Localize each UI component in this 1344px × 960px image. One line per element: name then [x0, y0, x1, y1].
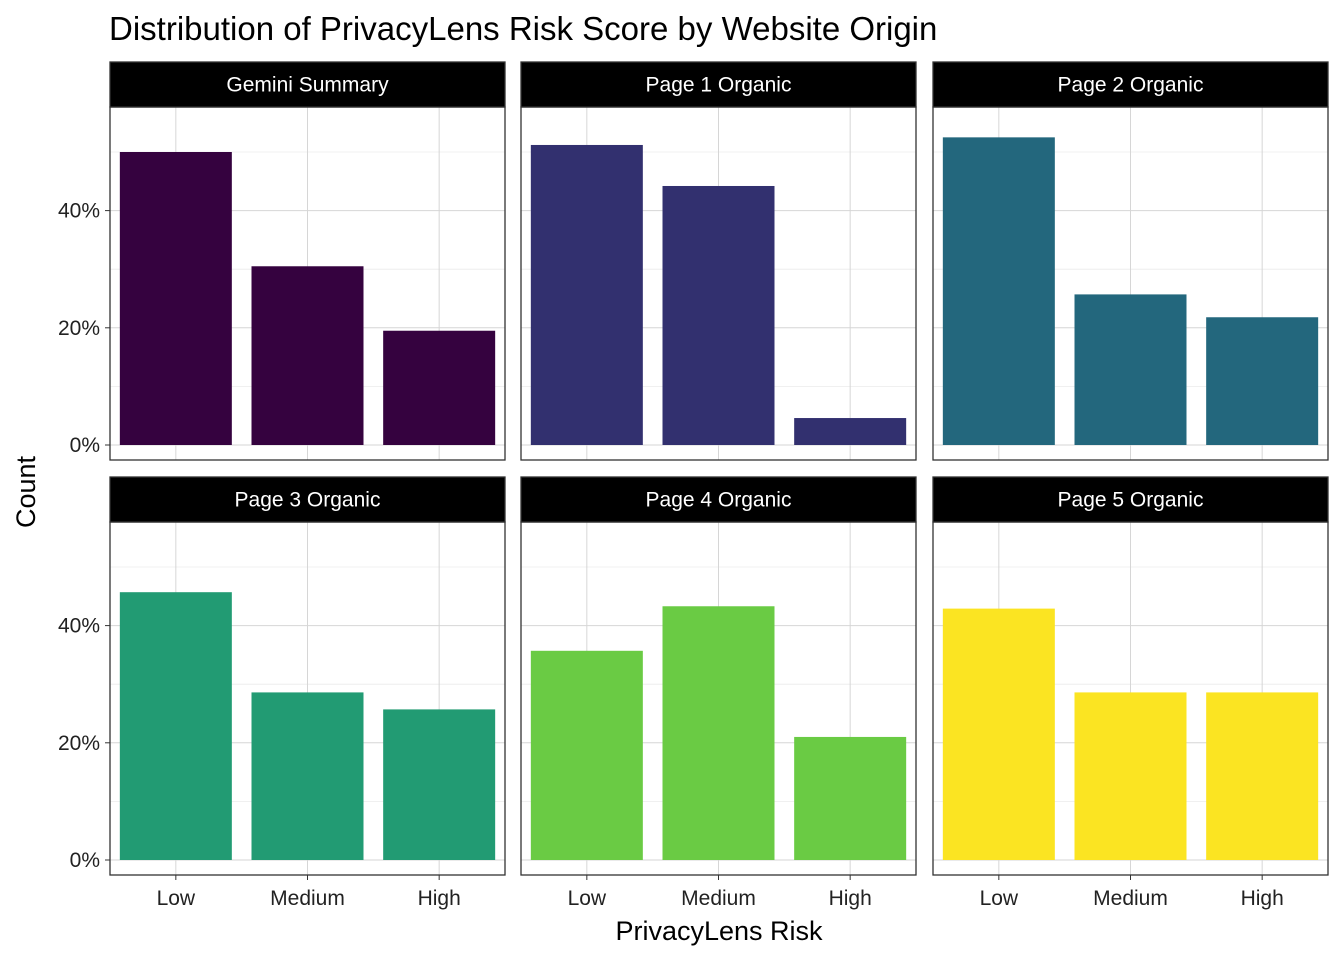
facet-page-3-organic: Page 3 Organic 0% 20% 40% Low Medium High	[58, 476, 506, 910]
bar-gemini-summary-medium	[251, 266, 364, 445]
x-tick-label: High	[1241, 887, 1284, 910]
bar-page-5-organic-high	[1206, 692, 1319, 860]
facet-strip	[932, 61, 1329, 108]
bar-page-1-organic-high	[794, 418, 907, 445]
facet-strip-label: Page 2 Organic	[1058, 74, 1204, 97]
bar-page-2-organic-low	[942, 137, 1055, 445]
bar-page-2-organic-medium	[1074, 294, 1187, 445]
x-axis-title: PrivacyLens Risk	[615, 916, 823, 946]
facet-strip-label: Page 4 Organic	[646, 489, 792, 512]
bar-page-5-organic-medium	[1074, 692, 1187, 860]
bar-page-3-organic-high	[383, 709, 496, 860]
x-tick-label: High	[829, 887, 872, 910]
bar-page-3-organic-medium	[251, 692, 364, 860]
facet-page-2-organic: Page 2 Organic	[932, 61, 1329, 461]
bar-page-4-organic-low	[530, 650, 643, 860]
y-tick-label: 0%	[70, 849, 100, 872]
x-tick-label: Medium	[1093, 887, 1168, 910]
y-tick-label: 20%	[58, 732, 100, 755]
y-axis-title: Count	[11, 455, 41, 528]
chart-title: Distribution of PrivacyLens Risk Score b…	[109, 10, 937, 47]
y-tick-label: 40%	[58, 615, 100, 638]
facet-strip-label: Page 1 Organic	[646, 74, 792, 97]
bar-page-1-organic-medium	[662, 185, 775, 445]
bar-page-3-organic-low	[119, 592, 232, 860]
facet-strip	[109, 61, 506, 108]
x-tick-label: Medium	[270, 887, 345, 910]
bar-page-1-organic-low	[530, 144, 643, 445]
facet-strip-label: Gemini Summary	[226, 74, 389, 97]
facet-panels: Gemini Summary 0% 20% 40% Page 1 Organic Page…	[58, 61, 1329, 910]
facet-page-1-organic: Page 1 Organic	[520, 61, 917, 461]
facet-page-4-organic: Page 4 Organic Low Medium High	[520, 476, 917, 910]
bar-page-4-organic-medium	[662, 606, 775, 860]
x-tick-label: High	[418, 887, 461, 910]
bar-page-5-organic-low	[942, 608, 1055, 860]
facet-page-5-organic: Page 5 Organic Low Medium High	[932, 476, 1329, 910]
facet-strip-label: Page 5 Organic	[1058, 489, 1204, 512]
bar-page-2-organic-high	[1206, 317, 1319, 445]
y-tick-label: 0%	[70, 434, 100, 457]
facet-strip-label: Page 3 Organic	[235, 489, 381, 512]
x-tick-label: Medium	[681, 887, 756, 910]
y-tick-label: 40%	[58, 200, 100, 223]
facet-strip	[520, 61, 917, 108]
x-tick-label: Low	[980, 887, 1019, 910]
x-tick-label: Low	[157, 887, 196, 910]
facet-strip	[932, 476, 1329, 523]
y-tick-label: 20%	[58, 317, 100, 340]
facet-gemini-summary: Gemini Summary 0% 20% 40%	[58, 61, 506, 461]
x-tick-label: Low	[568, 887, 607, 910]
bar-gemini-summary-high	[383, 330, 496, 445]
bar-page-4-organic-high	[794, 736, 907, 860]
facet-strip	[109, 476, 506, 523]
bar-gemini-summary-low	[119, 152, 232, 445]
facet-strip	[520, 476, 917, 523]
